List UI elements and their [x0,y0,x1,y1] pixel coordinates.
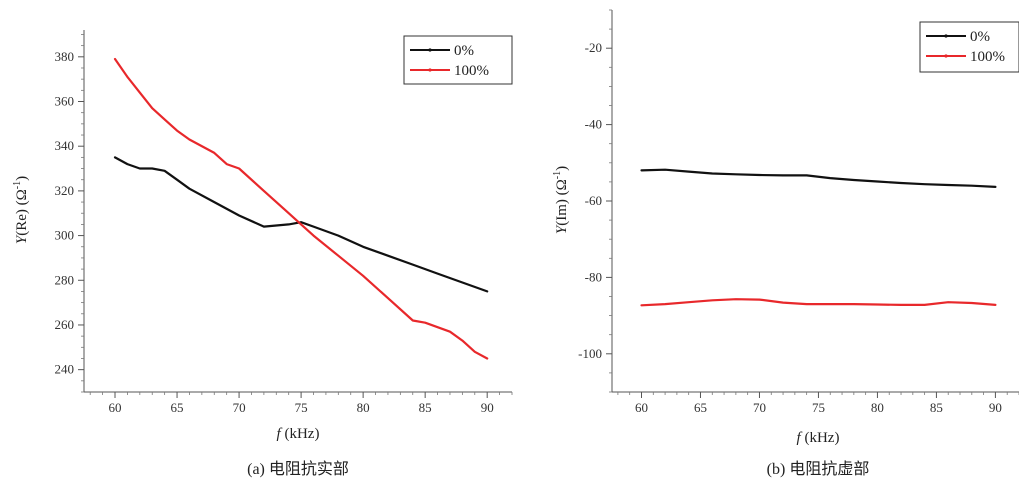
ylabel-a-main: Y [14,234,30,244]
legend-box-a [403,35,513,85]
y-tick-label-a: 360 [55,94,75,109]
y-tick-label-b: -60 [585,193,602,208]
x-tick-label-a: 60 [109,400,122,415]
ylabel-b-rest: (Im) (Ω [554,179,570,226]
panel-imaginary-part: Y(Im) (Ω-1) f (kHz) (b) 电阻抗虚部 60 65 70 75 80… [552,9,1019,478]
xlabel-b-italic: f [797,430,803,446]
x-tick-label-a: 70 [233,400,246,415]
ylabel-b-main: Y [554,224,570,234]
xlabel-b-rest: (kHz) [801,430,840,446]
series-line-a-0pct [113,156,489,293]
xlabel-b: f (kHz) [797,430,840,446]
y-tick-label-b: -20 [585,40,602,55]
xlabel-a-rest: (kHz) [281,426,320,442]
x-tick-label-a: 90 [481,400,494,415]
y-tick-label-a: 300 [55,228,75,243]
series-line-b-100pct [640,298,997,307]
svg-text:Y(Im) (Ω-1): Y(Im) (Ω-1) [552,166,570,234]
ylabel-a-sup: -1 [12,181,23,189]
x-tick-label-a: 80 [357,400,370,415]
legend-marker-a [428,68,432,72]
legend-marker-b [944,54,948,58]
ylabel-a-rest: (Re) (Ω [14,189,30,236]
legend-marker-b [944,34,948,38]
panel-real-part: Y(Re) (Ω-1) f (kHz) (a) 电阻抗实部 60 65 70 75 80… [12,30,513,478]
y-tick-label-a: 320 [55,183,75,198]
ylabel-a: Y(Re) (Ω-1) [12,176,30,244]
ylabel-a-close: ) [14,176,30,181]
caption-b: (b) 电阻抗虚部 [767,460,870,478]
svg-text:Y(Re) (Ω-1): Y(Re) (Ω-1) [12,176,30,244]
x-tick-label-a: 75 [295,400,308,415]
legend-label-b: 100% [970,49,1005,65]
x-tick-label-b: 65 [694,400,707,415]
x-tick-label-b: 85 [930,400,943,415]
y-tick-label-a: 260 [55,317,75,332]
x-tick-label-b: 60 [635,400,648,415]
legend-marker-a [428,48,432,52]
y-tick-label-a: 240 [55,362,75,377]
xlabel-a-italic: f [277,426,283,442]
y-tick-label-a: 380 [55,49,75,64]
x-tick-label-a: 65 [171,400,184,415]
y-tick-label-a: 340 [55,138,75,153]
y-tick-label-b: -40 [585,117,602,132]
y-tick-label-a: 280 [55,272,75,287]
series-line-a-100pct [113,57,489,360]
legend-a: 0% 100% [403,35,513,85]
legend-label-b: 0% [970,29,990,45]
x-tick-label-b: 80 [871,400,884,415]
y-tick-label-b: -100 [578,346,602,361]
caption-a: (a) 电阻抗实部 [247,460,349,478]
xlabel-a: f (kHz) [277,426,320,442]
ylabel-b-close: ) [554,166,570,171]
ylabel-b: Y(Im) (Ω-1) [552,166,570,234]
x-tick-label-a: 85 [419,400,432,415]
y-tick-label-b: -80 [585,269,602,284]
legend-b: 0% 100% [919,21,1019,73]
series-line-b-0pct [640,168,997,188]
x-tick-label-b: 70 [753,400,766,415]
legend-box-b [919,21,1019,73]
legend-label-a: 0% [454,43,474,59]
ylabel-b-sup: -1 [552,171,563,179]
legend-label-a: 100% [454,63,489,79]
x-tick-label-b: 75 [812,400,825,415]
x-tick-label-b: 90 [989,400,1002,415]
